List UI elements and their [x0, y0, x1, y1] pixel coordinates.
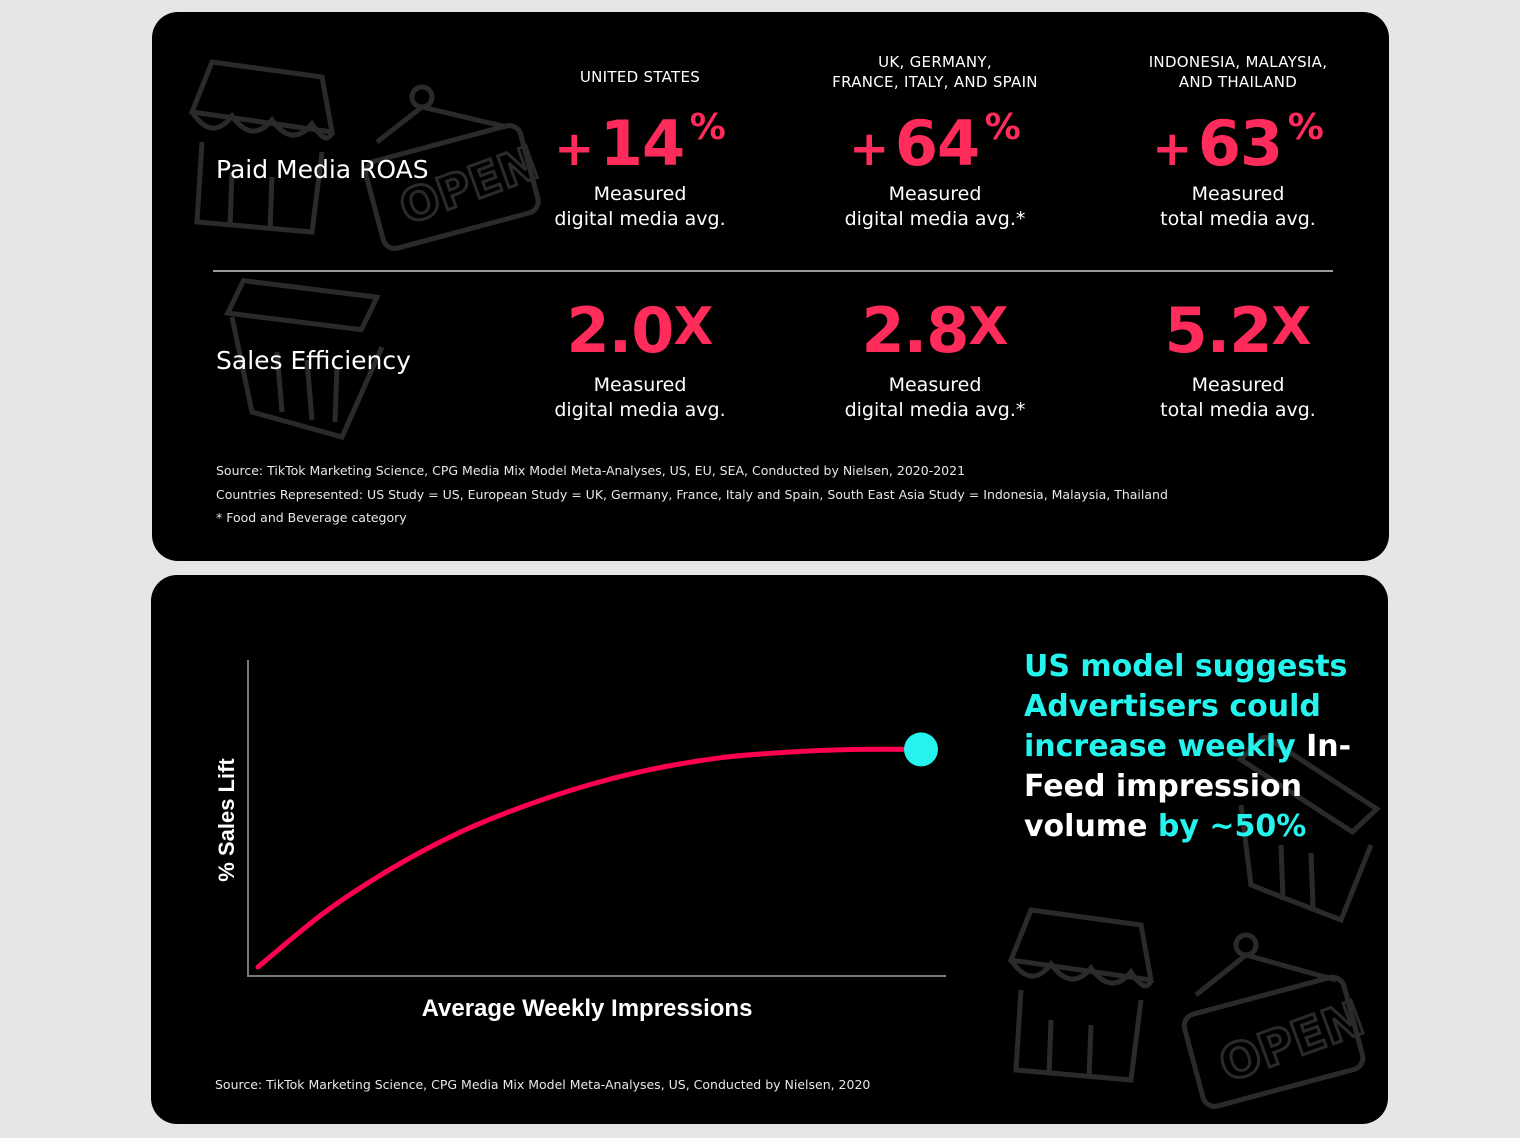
caption-line: digital media avg.	[554, 208, 726, 230]
caption-line: Measured	[1191, 374, 1285, 396]
callout-text-cyan: US model suggests Advertisers could incr…	[1024, 649, 1348, 764]
chart-source-note: Source: TikTok Marketing Science, CPG Me…	[215, 1077, 870, 1092]
insight-callout: US model suggests Advertisers could incr…	[1024, 647, 1354, 847]
metric-value: 2.0	[566, 294, 675, 367]
metric-sign: +	[849, 121, 890, 177]
caption-line: Measured	[593, 183, 687, 205]
x-axis-label: Average Weekly Impressions	[422, 995, 753, 1022]
metric-eu-roas: + 64 %	[785, 107, 1085, 180]
open-sign-icon: OPEN	[1181, 932, 1373, 1109]
caption-line: digital media avg.	[554, 399, 726, 421]
callout-text-cyan-end: by ~50%	[1157, 809, 1307, 844]
column-header-sea: INDONESIA, MALAYSIA, AND THAILAND	[1108, 52, 1368, 92]
metric-suffix: X	[1271, 297, 1312, 357]
column-header-eu: UK, GERMANY, FRANCE, ITALY, AND SPAIN	[805, 52, 1065, 92]
metric-sign: +	[554, 121, 595, 177]
store-icon	[1007, 907, 1155, 1083]
caption-line: total media avg.	[1160, 208, 1316, 230]
open-sign-icon: OPEN	[363, 84, 547, 251]
metric-caption: Measured digital media avg.*	[785, 182, 1085, 232]
header-line: UNITED STATES	[579, 68, 701, 86]
row-label-paid-media-roas: Paid Media ROAS	[216, 155, 429, 184]
header-line: FRANCE, ITALY, AND SPAIN	[832, 73, 1038, 91]
sales-lift-curve	[255, 746, 924, 970]
metric-suffix: %	[984, 107, 1021, 148]
store-icon	[188, 59, 336, 235]
svg-text:OPEN: OPEN	[1212, 990, 1371, 1094]
y-axis-label: % Sales Lift	[214, 758, 239, 882]
metric-sign: +	[1152, 121, 1193, 177]
metric-suffix: X	[968, 297, 1009, 357]
shopping-basket-icon	[224, 277, 385, 440]
metric-value: 64	[894, 107, 980, 180]
metric-sea-efficiency: 5.2X	[1088, 294, 1388, 367]
metric-suffix: X	[673, 297, 714, 357]
countries-note: Countries Represented: US Study = US, Eu…	[216, 487, 1168, 502]
source-note: Source: TikTok Marketing Science, CPG Me…	[216, 463, 966, 478]
caption-line: Measured	[593, 374, 687, 396]
caption-line: digital media avg.*	[844, 399, 1026, 421]
metric-us-efficiency: 2.0X	[490, 294, 790, 367]
metric-value: 2.8	[861, 294, 970, 367]
caption-line: digital media avg.*	[844, 208, 1026, 230]
caption-line: total media avg.	[1160, 399, 1316, 421]
recommended-point-marker	[904, 732, 938, 767]
metric-caption: Measured total media avg.	[1088, 182, 1388, 232]
metric-value: 5.2	[1164, 294, 1273, 367]
category-footnote: * Food and Beverage category	[216, 510, 407, 525]
header-line: AND THAILAND	[1178, 73, 1298, 91]
caption-line: Measured	[1191, 183, 1285, 205]
metric-suffix: %	[1287, 107, 1324, 148]
metric-eu-efficiency: 2.8X	[785, 294, 1085, 367]
sales-lift-chart: % Sales Lift Average Weekly Impressions …	[214, 660, 946, 1092]
column-header-us: UNITED STATES	[510, 67, 770, 87]
metric-caption: Measured digital media avg.*	[785, 373, 1085, 423]
metric-value: 14	[599, 107, 685, 180]
metric-value: 63	[1197, 107, 1283, 180]
caption-line: Measured	[888, 183, 982, 205]
metric-caption: Measured total media avg.	[1088, 373, 1388, 423]
metric-us-roas: + 14 %	[490, 107, 790, 180]
caption-line: Measured	[888, 374, 982, 396]
sales-lift-chart-card: OPEN % Sales Lift Average Weekly Impress…	[151, 575, 1388, 1124]
metric-suffix: %	[689, 107, 726, 148]
row-label-sales-efficiency: Sales Efficiency	[216, 346, 411, 375]
shopping-basket-icon	[1236, 735, 1381, 924]
header-line: UK, GERMANY,	[878, 53, 992, 71]
callout-text-white: In-Feed impression volume	[1024, 729, 1352, 844]
metric-caption: Measured digital media avg.	[490, 182, 790, 232]
metric-sea-roas: + 63 %	[1088, 107, 1388, 180]
row-divider	[213, 270, 1333, 272]
roas-summary-card: OPEN UNITED STATES UK, GERMANY, FRANCE, …	[152, 12, 1389, 561]
metric-caption: Measured digital media avg.	[490, 373, 790, 423]
header-line: INDONESIA, MALAYSIA,	[1148, 53, 1328, 71]
